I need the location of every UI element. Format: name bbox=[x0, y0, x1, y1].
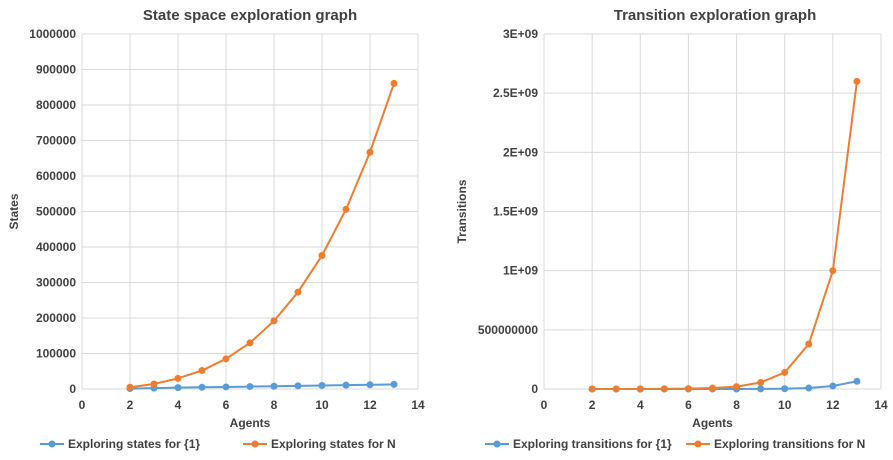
data-point-1 bbox=[733, 383, 741, 391]
x-tick-label: 6 bbox=[223, 398, 230, 412]
data-point-1 bbox=[198, 367, 206, 375]
data-point-0 bbox=[781, 385, 789, 393]
y-tick-label: 200000 bbox=[36, 311, 76, 325]
state-space-chart: State space exploration graph 0 2 4 6 8 10 12 14… bbox=[7, 7, 425, 451]
legend-label-1: Exploring transitions for N bbox=[714, 437, 865, 451]
data-point-1 bbox=[636, 385, 644, 393]
legend-marker-1 bbox=[694, 440, 702, 448]
data-point-1 bbox=[805, 340, 813, 348]
data-point-0 bbox=[757, 385, 765, 393]
x-tick-label: 8 bbox=[271, 398, 278, 412]
x-axis-label: Agents bbox=[692, 416, 733, 430]
y-tick-label: 700000 bbox=[36, 134, 76, 148]
series-line-1 bbox=[129, 83, 395, 389]
legend-label-0: Exploring states for {1} bbox=[68, 437, 200, 451]
y-tick-label: 0 bbox=[69, 382, 76, 396]
x-tick-label: 14 bbox=[874, 398, 888, 412]
y-tick-label: 500000 bbox=[36, 205, 76, 219]
y-tick-label: 300000 bbox=[36, 276, 76, 290]
x-tick-label: 0 bbox=[541, 398, 548, 412]
x-tick-label: 14 bbox=[411, 398, 425, 412]
transition-chart: Transition exploration graph 0 2 4 6 8 10 12 14 0… bbox=[455, 7, 888, 451]
x-tick-label: 4 bbox=[637, 398, 644, 412]
y-tick-label: 400000 bbox=[36, 240, 76, 254]
data-point-0 bbox=[318, 382, 326, 390]
data-point-1 bbox=[390, 79, 398, 87]
y-axis-label: States bbox=[7, 193, 21, 229]
data-point-0 bbox=[805, 384, 813, 392]
data-point-1 bbox=[174, 374, 182, 382]
data-point-1 bbox=[150, 380, 158, 388]
x-axis-label: Agents bbox=[230, 416, 271, 430]
data-point-0 bbox=[294, 382, 302, 390]
y-tick-label: 0 bbox=[531, 382, 538, 396]
legend-label-1: Exploring states for N bbox=[271, 437, 396, 451]
data-point-1 bbox=[294, 288, 302, 296]
y-tick-label: 1000000 bbox=[29, 27, 76, 41]
y-tick-label: 800000 bbox=[36, 98, 76, 112]
y-tick-label: 2.5E+09 bbox=[493, 86, 538, 100]
data-point-0 bbox=[366, 381, 374, 389]
data-point-0 bbox=[853, 377, 861, 385]
x-tick-label: 10 bbox=[315, 398, 329, 412]
legend-marker-0 bbox=[493, 440, 501, 448]
chart-title: State space exploration graph bbox=[143, 7, 357, 24]
data-point-0 bbox=[390, 380, 398, 388]
data-point-1 bbox=[660, 385, 668, 393]
data-point-1 bbox=[612, 385, 620, 393]
data-point-1 bbox=[709, 384, 716, 392]
legend-marker-1 bbox=[251, 440, 259, 448]
data-point-1 bbox=[246, 339, 254, 347]
x-tick-label: 12 bbox=[363, 398, 377, 412]
y-tick-label: 100000 bbox=[36, 347, 76, 361]
x-tick-label: 6 bbox=[685, 398, 692, 412]
data-point-1 bbox=[853, 77, 861, 85]
data-point-1 bbox=[829, 267, 837, 275]
x-tick-label: 2 bbox=[127, 398, 134, 412]
x-tick-label: 2 bbox=[589, 398, 596, 412]
data-point-0 bbox=[342, 381, 350, 389]
data-point-1 bbox=[757, 378, 765, 386]
y-tick-label: 1E+09 bbox=[503, 264, 538, 278]
x-tick-label: 0 bbox=[79, 398, 86, 412]
series-line-1 bbox=[592, 81, 858, 390]
legend-marker-0 bbox=[48, 440, 56, 448]
data-point-1 bbox=[342, 205, 350, 213]
data-point-0 bbox=[174, 384, 182, 392]
y-tick-label: 1.5E+09 bbox=[493, 205, 538, 219]
data-point-1 bbox=[270, 317, 278, 325]
y-tick-label: 600000 bbox=[36, 169, 76, 183]
data-point-1 bbox=[588, 385, 596, 393]
y-tick-label: 2E+09 bbox=[503, 145, 538, 159]
data-point-0 bbox=[222, 383, 230, 391]
y-axis-label: Transitions bbox=[455, 179, 469, 243]
data-point-1 bbox=[781, 368, 789, 376]
data-point-0 bbox=[198, 383, 206, 391]
x-tick-label: 8 bbox=[733, 398, 740, 412]
x-tick-label: 4 bbox=[175, 398, 182, 412]
data-point-0 bbox=[829, 382, 837, 390]
y-tick-label: 3E+09 bbox=[503, 27, 538, 41]
y-tick-label: 500000000 bbox=[478, 323, 538, 337]
data-point-1 bbox=[684, 385, 692, 393]
data-point-1 bbox=[222, 355, 230, 363]
y-tick-label: 900000 bbox=[36, 63, 76, 77]
data-point-0 bbox=[270, 382, 278, 390]
data-point-1 bbox=[318, 252, 326, 260]
data-point-1 bbox=[126, 383, 134, 391]
legend-label-0: Exploring transitions for {1} bbox=[513, 437, 672, 451]
x-tick-label: 12 bbox=[826, 398, 840, 412]
data-point-1 bbox=[366, 148, 374, 156]
series-line-0 bbox=[129, 383, 395, 390]
data-point-0 bbox=[246, 383, 254, 391]
x-tick-label: 10 bbox=[778, 398, 792, 412]
chart-title: Transition exploration graph bbox=[614, 7, 817, 24]
